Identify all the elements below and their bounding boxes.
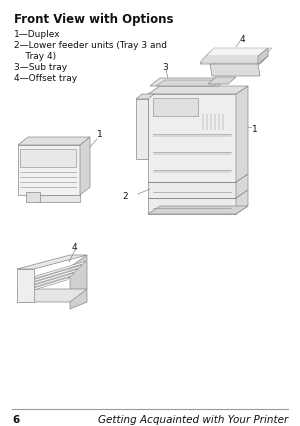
Polygon shape — [17, 289, 87, 302]
Polygon shape — [210, 65, 260, 77]
Polygon shape — [148, 87, 248, 95]
Polygon shape — [17, 277, 70, 295]
Polygon shape — [18, 138, 90, 146]
Polygon shape — [236, 175, 248, 199]
Polygon shape — [21, 273, 74, 291]
Polygon shape — [136, 95, 154, 100]
Polygon shape — [150, 79, 228, 87]
Polygon shape — [153, 99, 198, 117]
Polygon shape — [202, 53, 268, 61]
Polygon shape — [148, 207, 248, 215]
Polygon shape — [206, 49, 272, 57]
Polygon shape — [26, 193, 40, 202]
Polygon shape — [236, 190, 248, 215]
Polygon shape — [29, 265, 82, 283]
Polygon shape — [200, 57, 268, 65]
Text: Tray 4): Tray 4) — [14, 52, 56, 61]
Polygon shape — [236, 87, 248, 183]
Text: 4—Offset tray: 4—Offset tray — [14, 74, 77, 83]
Text: 1—Duplex: 1—Duplex — [14, 30, 61, 39]
Polygon shape — [17, 256, 87, 269]
Polygon shape — [208, 78, 236, 85]
Polygon shape — [80, 138, 90, 196]
Polygon shape — [33, 262, 86, 279]
Text: 3—Sub tray: 3—Sub tray — [14, 63, 67, 72]
Polygon shape — [70, 256, 87, 309]
Text: 1: 1 — [97, 130, 103, 139]
Text: 4: 4 — [72, 242, 78, 251]
Polygon shape — [148, 183, 236, 199]
Polygon shape — [156, 81, 222, 87]
Text: 3: 3 — [162, 63, 168, 72]
Polygon shape — [200, 55, 266, 63]
Text: 1: 1 — [252, 125, 258, 134]
Polygon shape — [17, 269, 34, 302]
Text: 4: 4 — [240, 35, 246, 44]
Polygon shape — [25, 269, 78, 287]
Polygon shape — [20, 150, 76, 167]
Polygon shape — [204, 51, 270, 59]
Text: 2: 2 — [122, 192, 128, 201]
Text: Front View with Options: Front View with Options — [14, 13, 173, 26]
Polygon shape — [136, 100, 148, 160]
Polygon shape — [18, 146, 80, 196]
Text: Getting Acquainted with Your Printer: Getting Acquainted with Your Printer — [98, 414, 288, 424]
Polygon shape — [36, 196, 80, 202]
Text: 2—Lower feeder units (Tray 3 and: 2—Lower feeder units (Tray 3 and — [14, 41, 167, 50]
Polygon shape — [148, 199, 236, 215]
Text: 6: 6 — [12, 414, 19, 424]
Polygon shape — [258, 49, 268, 65]
Polygon shape — [148, 95, 236, 183]
